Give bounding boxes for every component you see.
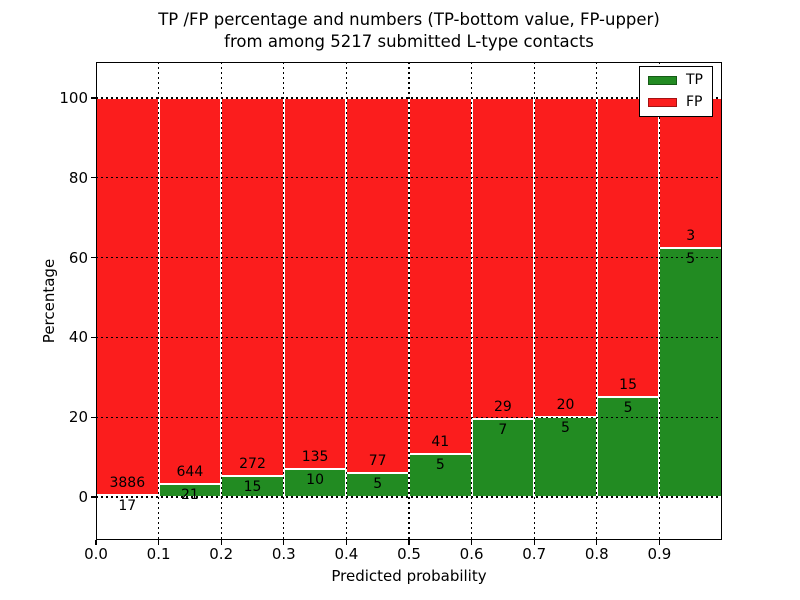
x-tick-label: 0.9 (647, 545, 672, 563)
chart-title-line1: TP /FP percentage and numbers (TP-bottom… (158, 10, 660, 29)
bar-segment-fp (534, 98, 597, 418)
tp-count-label: 21 (180, 487, 199, 504)
bar-segment-fp (221, 98, 284, 477)
fp-count-label: 20 (556, 397, 575, 414)
tp-legend-swatch (648, 75, 677, 85)
x-tick-mark (157, 540, 160, 545)
x-tick-mark (283, 540, 285, 545)
tp-count-label: 5 (373, 475, 383, 492)
fp-legend-swatch (648, 97, 677, 107)
y-tick-label: 40 (68, 328, 88, 347)
x-tick-label: 0.6 (459, 545, 484, 563)
tp-count-label: 5 (435, 456, 445, 473)
chart-title-line2: from among 5217 submitted L-type contact… (224, 32, 594, 51)
y-tick-label: 20 (68, 408, 88, 427)
bar-segment-tp (96, 495, 159, 498)
fp-count-label: 3886 (109, 475, 146, 492)
fp-legend-label: FP (686, 94, 703, 110)
y-tick-label: 60 (68, 248, 88, 267)
y-tick-mark (91, 416, 96, 418)
x-tick-mark (408, 540, 410, 545)
y-tick-label: 100 (59, 89, 88, 107)
x-tick-label: 0.3 (271, 545, 296, 563)
bar-segment-tp (346, 472, 409, 497)
fp-count-label: 272 (239, 456, 266, 473)
x-tick-label: 0.7 (522, 545, 547, 563)
legend: TP FP (639, 66, 713, 117)
fp-count-label: 77 (368, 452, 387, 469)
bar-segment-fp (596, 98, 660, 398)
x-tick-mark (345, 540, 348, 545)
y-tick-mark (91, 97, 96, 99)
y-tick-mark (91, 336, 96, 339)
fp-count-label: 644 (176, 464, 204, 481)
fp-count-label: 41 (431, 433, 450, 450)
x-tick-label: 0.0 (84, 545, 108, 563)
tp-count-label: 15 (243, 479, 262, 496)
y-tick-mark (91, 177, 96, 179)
x-tick-mark (533, 540, 535, 545)
tp-count-label: 5 (686, 250, 696, 267)
x-tick-mark (470, 540, 473, 545)
x-tick-label: 0.2 (209, 545, 234, 563)
bar-segment-fp (158, 98, 222, 485)
y-tick-label: 80 (68, 168, 88, 187)
bar-segment-fp (471, 98, 535, 420)
x-tick-label: 0.1 (146, 545, 171, 563)
x-tick-mark (658, 540, 661, 545)
y-tick-mark (91, 256, 96, 259)
tp-count-label: 10 (306, 472, 325, 489)
fp-count-label: 15 (619, 377, 638, 394)
bar-segment-fp (283, 98, 347, 470)
y-tick-mark (91, 496, 96, 498)
bar-segment-fp (659, 98, 722, 248)
bar-segment-fp (409, 98, 472, 454)
bar-segment-fp (96, 98, 159, 496)
fp-count-label: 3 (686, 227, 696, 244)
tp-count-label: 5 (623, 400, 633, 417)
plot-area: TP FP 3886 17 644 21 272 15 135 10 77 5 41 5 29 7 20 5 1… (96, 62, 722, 540)
x-tick-mark (95, 540, 97, 545)
x-tick-label: 0.8 (584, 545, 609, 563)
legend-entry-fp: FP (648, 95, 703, 109)
x-tick-mark (596, 540, 598, 545)
legend-entry-tp: TP (648, 73, 703, 87)
tp-count-label: 5 (561, 420, 570, 437)
x-tick-label: 0.4 (334, 545, 359, 563)
tp-legend-label: TP (686, 72, 703, 88)
fp-count-label: 135 (301, 449, 329, 466)
bar-segment-tp (659, 247, 722, 497)
tp-count-label: 17 (118, 498, 137, 515)
chart-title: TP /FP percentage and numbers (TP-bottom… (96, 9, 722, 53)
x-tick-label: 0.5 (397, 545, 421, 563)
fp-count-label: 29 (493, 399, 512, 416)
x-axis-label: Predicted probability (331, 567, 487, 585)
y-tick-label: 0 (78, 488, 88, 506)
x-tick-mark (220, 540, 222, 545)
tp-count-label: 7 (498, 422, 508, 439)
bar-segment-fp (346, 98, 409, 473)
